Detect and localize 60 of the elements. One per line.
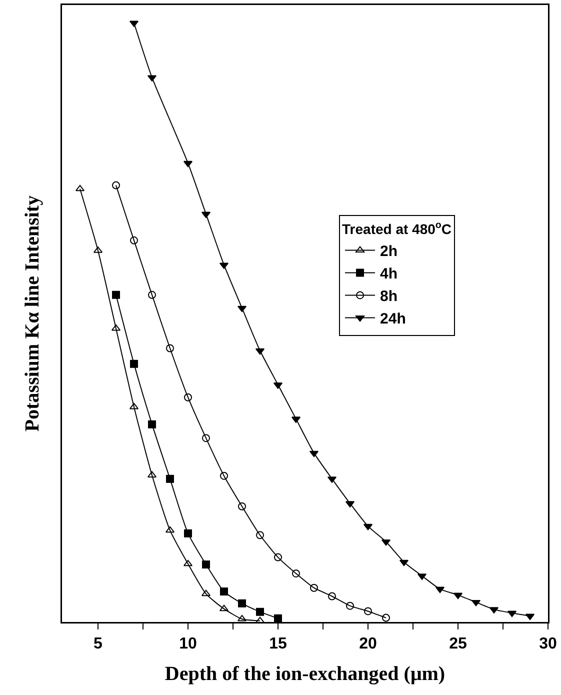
point — [381, 539, 391, 546]
point — [274, 553, 282, 562]
point — [238, 502, 246, 510]
point — [364, 607, 372, 616]
point — [255, 348, 265, 355]
point — [201, 212, 211, 218]
point — [184, 393, 192, 402]
point — [274, 614, 282, 622]
point — [525, 614, 535, 620]
point — [202, 434, 210, 442]
point — [112, 290, 120, 299]
point — [237, 306, 247, 312]
point — [363, 524, 373, 530]
point — [166, 474, 174, 483]
point — [256, 608, 264, 616]
x-tick-label: 25 — [449, 636, 467, 653]
point — [130, 360, 138, 368]
x-tick-label: 30 — [539, 636, 557, 653]
point — [453, 592, 463, 600]
x-tick-label: 10 — [179, 636, 197, 653]
point — [292, 569, 300, 578]
point — [165, 526, 175, 533]
point — [148, 290, 156, 299]
point — [130, 236, 138, 244]
x-tick-label: 15 — [269, 636, 287, 653]
legend-label: 24h — [380, 310, 406, 328]
legend-label: 8h — [380, 288, 398, 306]
point — [202, 560, 210, 568]
legend-label: 2h — [380, 243, 398, 260]
point — [238, 599, 246, 608]
point — [183, 560, 193, 566]
y-axis-title: Potassium Kα line Intensity — [21, 195, 44, 432]
point — [471, 600, 481, 606]
point — [346, 602, 354, 610]
point — [201, 590, 211, 596]
x-axis-title: Depth of the ion-exchanged (μm) — [164, 662, 446, 685]
point — [148, 420, 156, 428]
point — [111, 324, 121, 331]
point — [435, 586, 445, 594]
point — [310, 584, 318, 592]
point — [183, 160, 193, 168]
point — [166, 344, 174, 352]
point — [220, 587, 228, 596]
x-tick-label: 5 — [94, 636, 103, 653]
point — [184, 529, 192, 538]
point — [112, 181, 120, 190]
point — [129, 402, 139, 410]
point — [309, 450, 319, 458]
point — [219, 604, 229, 612]
point — [75, 184, 85, 192]
point — [399, 560, 409, 566]
point — [220, 472, 228, 480]
point — [382, 614, 390, 622]
x-tick-label: 20 — [359, 636, 377, 653]
point — [507, 610, 517, 618]
legend-label: 4h — [380, 266, 398, 283]
point — [256, 531, 264, 540]
legend-title: Treated at 480$^{o}$C — [342, 220, 452, 237]
point — [328, 592, 336, 600]
point — [255, 616, 265, 624]
